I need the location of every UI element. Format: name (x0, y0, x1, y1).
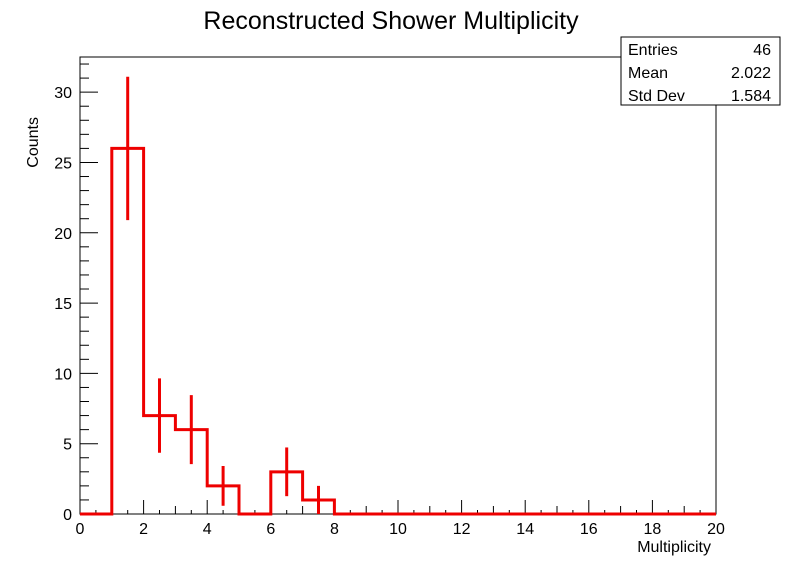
x-tick-label: 2 (139, 521, 148, 538)
x-tick-label: 12 (453, 521, 471, 538)
y-tick-label: 30 (54, 85, 72, 102)
x-tick-label: 10 (389, 521, 407, 538)
x-tick-label: 18 (644, 521, 662, 538)
x-tick-label: 16 (580, 521, 598, 538)
stats-entries-value: 46 (753, 42, 771, 59)
y-axis: 0 5 10 15 20 25 30 (54, 63, 98, 524)
y-axis-label: Counts (25, 117, 42, 168)
x-tick-label: 0 (76, 521, 85, 538)
y-tick-label: 10 (54, 366, 72, 383)
stats-stddev-label: Std Dev (628, 88, 685, 105)
x-tick-label: 4 (203, 521, 212, 538)
x-tick-label: 14 (516, 521, 534, 538)
y-tick-label: 0 (63, 507, 72, 524)
stats-mean-value: 2.022 (731, 65, 771, 82)
stats-mean-label: Mean (628, 65, 668, 82)
y-tick-label: 20 (54, 226, 72, 243)
stats-entries-label: Entries (628, 42, 678, 59)
x-tick-label: 20 (707, 521, 725, 538)
chart-title: Reconstructed Shower Multiplicity (203, 7, 579, 35)
y-tick-label: 5 (63, 437, 72, 454)
x-axis-label: Multiplicity (637, 539, 711, 556)
x-tick-label: 6 (266, 521, 275, 538)
plot-frame (79, 56, 717, 515)
x-axis: 0 2 4 6 8 10 12 14 16 18 20 (76, 500, 725, 538)
error-bars (126, 76, 320, 514)
x-tick-label: 8 (330, 521, 339, 538)
stats-box-frame (620, 36, 781, 106)
y-tick-label: 15 (54, 296, 72, 313)
stats-stddev-value: 1.584 (731, 88, 771, 105)
histogram-line (80, 146, 716, 516)
y-tick-label: 25 (54, 155, 72, 172)
stats-box: Entries 46 Mean 2.022 Std Dev 1.584 (620, 36, 781, 106)
